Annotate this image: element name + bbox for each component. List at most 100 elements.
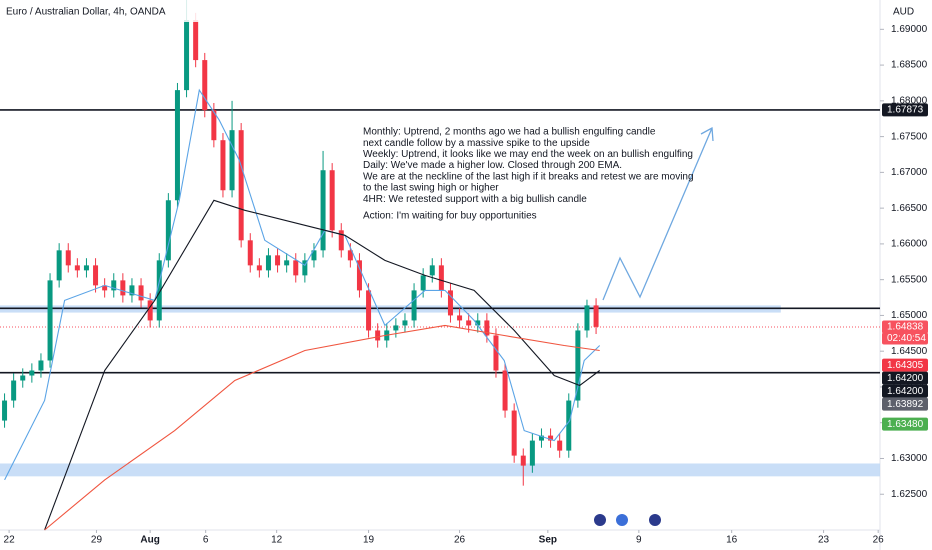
x-tick-label: 26	[873, 535, 885, 546]
candle-body	[356, 260, 362, 291]
annotation-line: Weekly: Uptrend, it looks like we may en…	[363, 149, 693, 160]
candle-body	[502, 370, 508, 411]
price-tag-label: 1.64200	[887, 373, 924, 384]
y-tick-label: 1.65500	[891, 274, 928, 285]
x-tick-label: 12	[271, 535, 283, 546]
candle-body	[538, 435, 544, 441]
event-icon[interactable]	[649, 514, 661, 526]
y-tick-label: 1.64500	[891, 346, 928, 357]
candle-body	[457, 315, 463, 321]
x-tick-label: Aug	[140, 535, 159, 546]
candle-body	[275, 255, 281, 266]
event-icons	[594, 514, 661, 526]
title-bg	[0, 0, 200, 22]
currency: AUD	[893, 7, 914, 18]
arrow-head	[700, 126, 714, 142]
price-tag-label: 1.64838	[887, 322, 924, 333]
candle-body	[256, 265, 262, 271]
annotation-line: to the last swing high or higher	[363, 183, 499, 194]
y-tick-label: 1.68500	[891, 60, 928, 71]
candle-body	[47, 280, 53, 361]
candle-body	[466, 320, 472, 326]
projection-arrow	[602, 127, 713, 301]
candle-body	[111, 280, 117, 291]
candle-body	[320, 170, 326, 251]
candle-body	[520, 455, 526, 466]
candle-body	[129, 285, 135, 296]
y-tick-label: 1.67500	[891, 131, 928, 142]
candle-body	[238, 130, 244, 241]
candle-body	[548, 435, 554, 441]
candle-body	[411, 290, 417, 321]
candle-body	[575, 330, 581, 401]
event-icon[interactable]	[594, 514, 606, 526]
candle-body	[138, 285, 144, 301]
candle-body	[193, 20, 199, 61]
candle-body	[302, 260, 308, 276]
price-tag	[882, 397, 928, 411]
candle-body	[293, 260, 299, 276]
candle-body	[493, 335, 499, 371]
price-tag-label: 1.64200	[887, 386, 924, 397]
y-tick-label: 1.63000	[891, 453, 928, 464]
candle-body	[375, 330, 381, 341]
annotation-line: Monthly: Uptrend, 2 months ago we had a …	[363, 127, 656, 138]
event-icon[interactable]	[616, 514, 628, 526]
candle-body	[484, 320, 490, 336]
price-tag	[882, 320, 928, 334]
candle-body	[475, 320, 481, 326]
moving-average	[44, 199, 601, 531]
candle-body	[420, 275, 426, 291]
candle-body	[447, 290, 453, 316]
candle-body	[74, 265, 80, 271]
moving-average	[44, 324, 600, 531]
y-tick-label: 1.66500	[891, 203, 928, 214]
candle-body	[265, 255, 271, 271]
candle-body	[247, 240, 253, 266]
x-tick-label: 26	[454, 535, 466, 546]
price-tag	[882, 358, 928, 372]
annotation-line: next candle follow by a massive spike to…	[363, 138, 590, 149]
plot	[0, 0, 880, 531]
y-tick-label: 1.62500	[891, 489, 928, 500]
candle-body	[38, 360, 44, 371]
price-tag-label: 1.64305	[887, 360, 924, 371]
candle-body	[65, 250, 71, 266]
y-tick-label: 1.66000	[891, 239, 928, 250]
x-tick-label: 19	[363, 535, 375, 546]
candle-body	[284, 260, 290, 266]
price-tag	[882, 384, 928, 398]
x-tick-label: 29	[91, 535, 103, 546]
candle-body	[220, 140, 226, 191]
candle-body	[11, 380, 17, 401]
annotation-action: Action: I'm waiting for buy opportunitie…	[363, 211, 537, 222]
y-tick-label: 1.67000	[891, 167, 928, 178]
candle-body	[174, 90, 180, 201]
candle-body	[566, 400, 572, 451]
annotation-line: We are at the neckline of the last high …	[363, 171, 694, 182]
price-tag	[882, 371, 928, 385]
candle-body	[311, 250, 317, 261]
candle-body	[347, 250, 353, 261]
y-tick-label: 1.68000	[891, 95, 928, 106]
price-tag-label: 1.63892	[887, 399, 924, 410]
price-axis-bg	[880, 0, 932, 550]
candle-body	[338, 230, 344, 251]
candle-body	[438, 265, 444, 291]
candle-body	[202, 60, 208, 111]
candle-body	[329, 170, 335, 231]
candle-body	[2, 400, 8, 421]
x-tick-label: 16	[726, 535, 738, 546]
candle-body	[366, 290, 372, 331]
x-tick-label: Sep	[539, 535, 557, 546]
candle-body	[211, 110, 217, 141]
candle-body	[20, 375, 26, 381]
candle-body	[184, 20, 190, 91]
candle-body	[102, 285, 108, 291]
candle-body	[93, 265, 99, 286]
price-tag-label: 1.63480	[887, 419, 924, 430]
candle-body	[229, 130, 235, 191]
price-tag	[882, 417, 928, 431]
x-tick-label: 6	[203, 535, 209, 546]
